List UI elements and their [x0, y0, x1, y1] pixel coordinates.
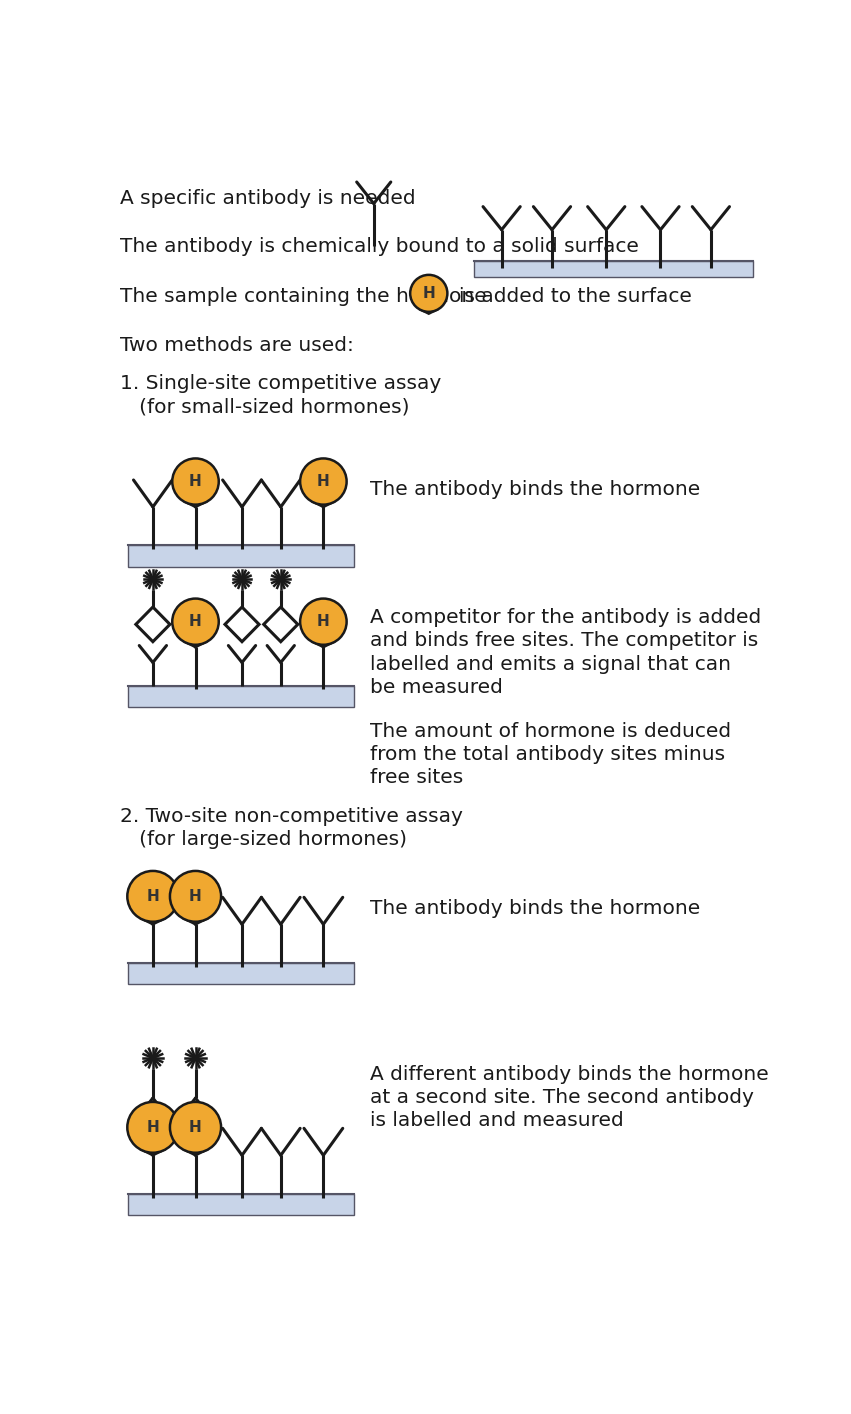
Text: free sites: free sites [370, 768, 463, 788]
Text: The antibody is chemically bound to a solid surface: The antibody is chemically bound to a so… [120, 238, 639, 256]
Bar [128, 963, 354, 984]
Text: (for large-sized hormones): (for large-sized hormones) [120, 830, 408, 848]
Circle shape [170, 871, 221, 922]
Polygon shape [140, 1150, 166, 1155]
Polygon shape [311, 642, 335, 648]
Text: H: H [189, 614, 202, 629]
Text: The antibody binds the hormone: The antibody binds the hormone [370, 899, 700, 918]
Text: The sample containing the hormone: The sample containing the hormone [120, 287, 487, 307]
Circle shape [410, 274, 448, 312]
Text: labelled and emits a signal that can: labelled and emits a signal that can [370, 655, 731, 673]
Text: H: H [146, 1120, 159, 1135]
Text: A competitor for the antibody is added: A competitor for the antibody is added [370, 608, 761, 628]
Bar [128, 1193, 354, 1216]
Circle shape [170, 1102, 221, 1152]
Text: A different antibody binds the hormone: A different antibody binds the hormone [370, 1065, 768, 1085]
Text: 1. Single-site competitive assay: 1. Single-site competitive assay [120, 375, 442, 393]
Polygon shape [311, 501, 335, 508]
Text: 2. Two-site non-competitive assay: 2. Two-site non-competitive assay [120, 807, 463, 826]
Text: is labelled and measured: is labelled and measured [370, 1111, 624, 1130]
Text: Two methods are used:: Two methods are used: [120, 335, 354, 355]
Text: H: H [189, 474, 202, 489]
Text: H: H [189, 1120, 202, 1135]
Circle shape [300, 598, 346, 645]
Circle shape [128, 871, 179, 922]
Text: A specific antibody is needed: A specific antibody is needed [120, 189, 416, 208]
Polygon shape [420, 310, 438, 314]
Bar [128, 546, 354, 567]
Text: H: H [189, 889, 202, 904]
Text: The antibody binds the hormone: The antibody binds the hormone [370, 479, 700, 499]
Circle shape [172, 598, 219, 645]
Polygon shape [140, 918, 166, 925]
Text: (for small-sized hormones): (for small-sized hormones) [120, 397, 410, 416]
Text: is added to the surface: is added to the surface [459, 287, 692, 307]
Polygon shape [184, 642, 207, 648]
Text: and binds free sites. The competitor is: and binds free sites. The competitor is [370, 632, 758, 650]
Circle shape [128, 1102, 179, 1152]
Bar [475, 260, 753, 277]
Circle shape [300, 458, 346, 505]
Polygon shape [183, 1150, 208, 1155]
Text: H: H [317, 614, 329, 629]
Text: from the total antibody sites minus: from the total antibody sites minus [370, 745, 725, 765]
Polygon shape [183, 918, 208, 925]
Polygon shape [184, 501, 207, 508]
Text: H: H [317, 474, 329, 489]
Text: at a second site. The second antibody: at a second site. The second antibody [370, 1087, 754, 1107]
Bar [128, 686, 354, 707]
Text: be measured: be measured [370, 677, 503, 697]
Circle shape [172, 458, 219, 505]
Text: The amount of hormone is deduced: The amount of hormone is deduced [370, 723, 731, 741]
Text: H: H [146, 889, 159, 904]
Text: H: H [422, 286, 435, 301]
